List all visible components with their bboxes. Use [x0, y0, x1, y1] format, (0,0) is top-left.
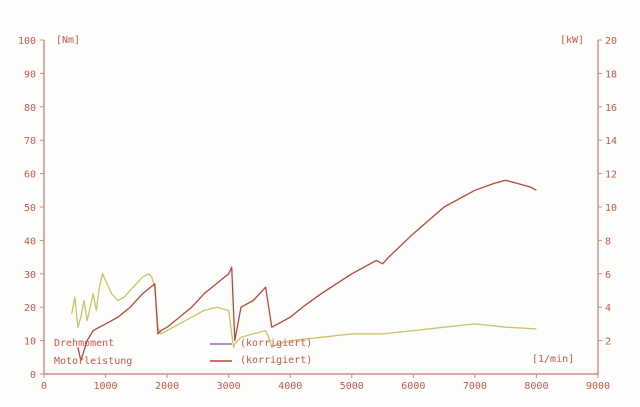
- y-left-tick-label: 10: [24, 337, 36, 348]
- y-right-tick-label: 4: [605, 303, 611, 314]
- legend: Drehmoment (korrigiert) Motorleistung (k…: [54, 338, 312, 367]
- y-right-tick-label: 20: [605, 36, 617, 47]
- legend-label-power: Motorleistung: [54, 356, 132, 367]
- x-tick-label: 3000: [217, 381, 241, 392]
- y-left-tick-label: 50: [24, 203, 36, 214]
- x-tick-label: 1000: [94, 381, 118, 392]
- y-left-tick-label: 40: [24, 236, 36, 247]
- y-left-tick-label: 0: [30, 370, 36, 381]
- y-left-tick-label: 30: [24, 270, 36, 281]
- series-line-torque: [71, 273, 537, 348]
- x-tick-label: 5000: [340, 381, 364, 392]
- y-right-unit: [kW]: [560, 35, 584, 46]
- y-right-tick-label: 6: [605, 270, 611, 281]
- y-right-tick-label: 12: [605, 170, 617, 181]
- x-tick-label: 2000: [155, 381, 179, 392]
- y-left-tick-label: 70: [24, 136, 36, 147]
- x-tick-label: 6000: [401, 381, 425, 392]
- ticks: 0 1000 2000 3000 4000 5000 6000 7000 8000 9000 0 10…: [18, 36, 617, 392]
- y-left-tick-label: 20: [24, 303, 36, 314]
- x-axis-unit: [1/min]: [532, 354, 574, 365]
- legend-suffix-power: (korrigiert): [240, 355, 312, 366]
- y-right-tick-label: 10: [605, 203, 617, 214]
- y-right-tick-label: 8: [605, 236, 611, 247]
- x-tick-label: 4000: [278, 381, 302, 392]
- y-left-tick-label: 90: [24, 69, 36, 80]
- series-line-power: [77, 179, 537, 362]
- y-right-tick-label: 14: [605, 136, 617, 147]
- legend-label-torque: Drehmoment: [54, 338, 114, 349]
- x-tick-label: 7000: [463, 381, 487, 392]
- y-right-tick-label: 16: [605, 103, 617, 114]
- y-left-unit: [Nm]: [56, 35, 80, 46]
- x-tick-label: 9000: [586, 381, 610, 392]
- series: [71, 179, 537, 362]
- axes: [43, 40, 599, 375]
- x-tick-label: 8000: [524, 381, 548, 392]
- y-right-tick-label: 2: [605, 337, 611, 348]
- x-tick-label: 0: [41, 381, 47, 392]
- y-right-tick-label: 18: [605, 69, 617, 80]
- y-left-tick-label: 80: [24, 103, 36, 114]
- y-left-tick-label: 60: [24, 170, 36, 181]
- y-left-tick-label: 100: [18, 36, 36, 47]
- legend-suffix-torque: (korrigiert): [240, 338, 312, 349]
